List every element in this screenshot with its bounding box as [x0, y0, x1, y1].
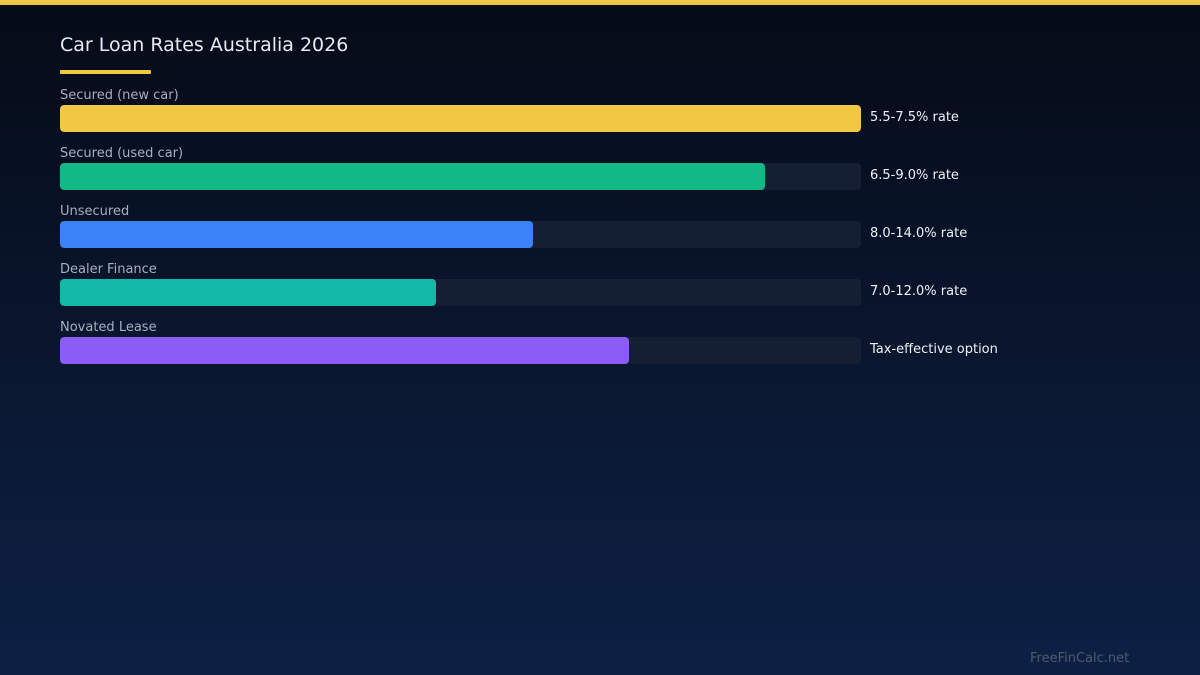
bar-category-label: Secured (new car) [60, 88, 179, 103]
bar-fill [60, 279, 436, 306]
bar-fill [60, 221, 533, 248]
title-underline [60, 70, 151, 74]
bar-track [60, 337, 861, 364]
bar-fill [60, 163, 765, 190]
bar-value-label: 7.0-12.0% rate [870, 284, 968, 299]
bar-value-label: Tax-effective option [870, 342, 998, 357]
bar-track [60, 163, 861, 190]
top-accent-bar [0, 0, 1200, 5]
bar-category-label: Unsecured [60, 204, 130, 219]
bar-row: Unsecured 8.0-14.0% rate [60, 202, 1060, 260]
bar-row: Secured (used car) 6.5-9.0% rate [60, 144, 1060, 202]
bar-row: Dealer Finance 7.0-12.0% rate [60, 260, 1060, 318]
bar-track [60, 221, 861, 248]
chart-title: Car Loan Rates Australia 2026 [60, 34, 349, 56]
bar-row: Secured (new car) 5.5-7.5% rate [60, 86, 1060, 144]
bar-category-label: Novated Lease [60, 320, 157, 335]
bar-fill [60, 337, 629, 364]
bar-value-label: 6.5-9.0% rate [870, 168, 959, 183]
bar-track [60, 105, 861, 132]
bar-track [60, 279, 861, 306]
bar-row: Novated Lease Tax-effective option [60, 318, 1060, 376]
bar-fill [60, 105, 861, 132]
bar-value-label: 8.0-14.0% rate [870, 226, 968, 241]
footer-site-name: FreeFinCalc.net [1030, 651, 1130, 666]
bar-category-label: Secured (used car) [60, 146, 184, 161]
bar-category-label: Dealer Finance [60, 262, 157, 277]
bar-value-label: 5.5-7.5% rate [870, 110, 959, 125]
